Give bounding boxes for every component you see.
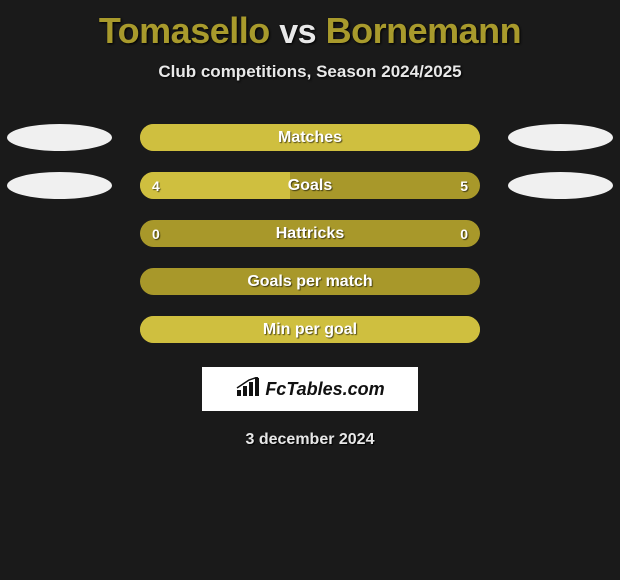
stat-bar: 00Hattricks — [140, 220, 480, 247]
stat-bar: Goals per match — [140, 268, 480, 295]
stat-label: Goals per match — [140, 268, 480, 295]
stat-label: Hattricks — [140, 220, 480, 247]
title-left-name: Tomasello — [99, 10, 270, 51]
stat-row: 45Goals — [0, 172, 620, 199]
page: Tomasello vs Bornemann Club competitions… — [0, 0, 620, 580]
stat-bar: Min per goal — [140, 316, 480, 343]
left-blob — [7, 124, 112, 151]
stat-label: Min per goal — [140, 316, 480, 343]
stat-label: Matches — [140, 124, 480, 151]
right-blob — [508, 172, 613, 199]
date-label: 3 december 2024 — [0, 431, 620, 449]
subtitle: Club competitions, Season 2024/2025 — [0, 62, 620, 82]
stat-rows: Matches 45Goals 00Hattricks Goals per match… — [0, 124, 620, 343]
stat-label: Goals — [140, 172, 480, 199]
stat-row: 00Hattricks — [0, 220, 620, 247]
stat-bar: Matches — [140, 124, 480, 151]
right-blob — [508, 124, 613, 151]
logo-box: FcTables.com — [202, 367, 418, 411]
page-title: Tomasello vs Bornemann — [0, 0, 620, 52]
left-blob — [7, 172, 112, 199]
chart-icon — [235, 377, 261, 402]
stat-row: Min per goal — [0, 316, 620, 343]
title-vs: vs — [279, 13, 316, 51]
stat-row: Goals per match — [0, 268, 620, 295]
logo-text: FcTables.com — [265, 379, 384, 400]
title-right-name: Bornemann — [326, 10, 522, 51]
stat-bar: 45Goals — [140, 172, 480, 199]
stat-row: Matches — [0, 124, 620, 151]
